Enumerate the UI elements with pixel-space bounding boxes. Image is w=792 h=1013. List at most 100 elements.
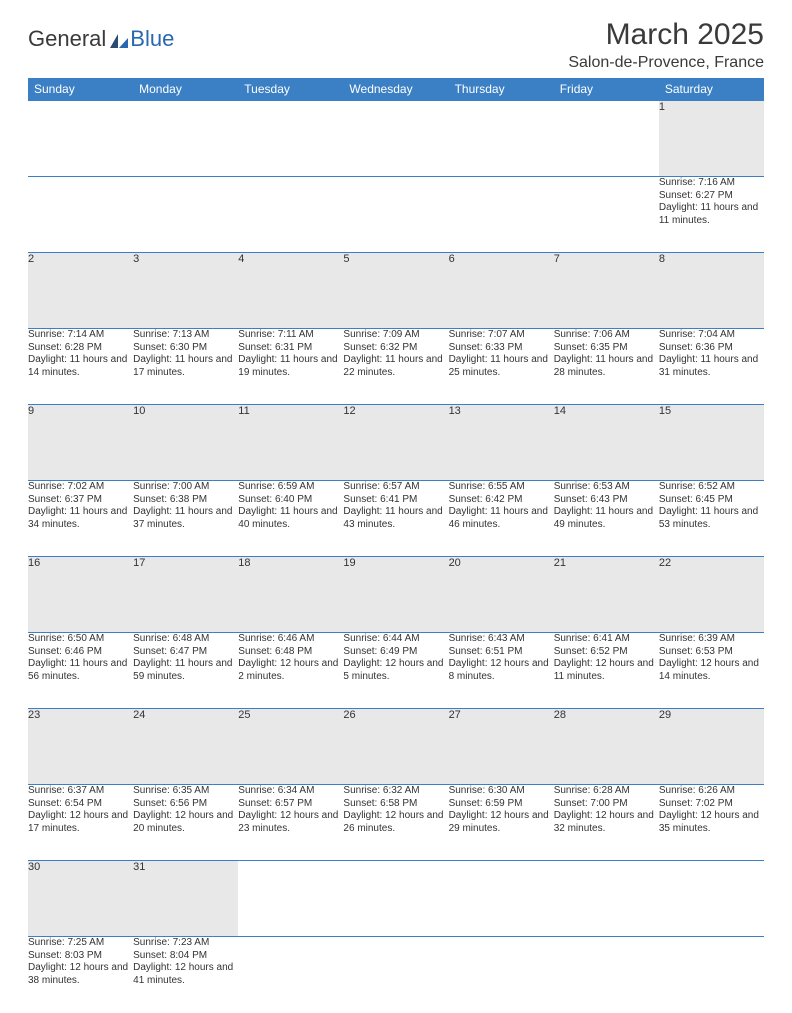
day-number-cell: 21 xyxy=(554,557,659,633)
sunrise-text: Sunrise: 7:16 AM xyxy=(659,177,764,190)
day-header: Tuesday xyxy=(238,78,343,101)
day-content-cell: Sunrise: 6:35 AMSunset: 6:56 PMDaylight:… xyxy=(133,785,238,861)
day-number-cell: 1 xyxy=(659,101,764,177)
page-title: March 2025 xyxy=(568,18,764,52)
daylight-text: Daylight: 11 hours and 31 minutes. xyxy=(659,354,764,379)
sunset-text: Sunset: 6:54 PM xyxy=(28,798,133,811)
daynum-row: 9101112131415 xyxy=(28,405,764,481)
sunrise-text: Sunrise: 7:00 AM xyxy=(133,481,238,494)
day-number-cell: 30 xyxy=(28,861,133,937)
sunset-text: Sunset: 6:51 PM xyxy=(449,646,554,659)
day-number-cell xyxy=(238,101,343,177)
sunset-text: Sunset: 6:35 PM xyxy=(554,342,659,355)
day-number-cell xyxy=(133,101,238,177)
day-number-cell: 22 xyxy=(659,557,764,633)
content-row: Sunrise: 7:25 AMSunset: 8:03 PMDaylight:… xyxy=(28,937,764,1013)
calendar-table: Sunday Monday Tuesday Wednesday Thursday… xyxy=(28,78,764,1013)
day-content-cell: Sunrise: 7:04 AMSunset: 6:36 PMDaylight:… xyxy=(659,329,764,405)
day-content-cell xyxy=(449,937,554,1013)
page-header: General Blue March 2025 Salon-de-Provenc… xyxy=(28,18,764,72)
sunset-text: Sunset: 8:03 PM xyxy=(28,950,133,963)
day-number-cell: 18 xyxy=(238,557,343,633)
sunrise-text: Sunrise: 7:11 AM xyxy=(238,329,343,342)
logo: General Blue xyxy=(28,26,174,52)
day-content-cell: Sunrise: 6:52 AMSunset: 6:45 PMDaylight:… xyxy=(659,481,764,557)
day-number-cell: 25 xyxy=(238,709,343,785)
daylight-text: Daylight: 12 hours and 29 minutes. xyxy=(449,810,554,835)
sunrise-text: Sunrise: 7:14 AM xyxy=(28,329,133,342)
day-content-cell: Sunrise: 6:30 AMSunset: 6:59 PMDaylight:… xyxy=(449,785,554,861)
daynum-row: 2345678 xyxy=(28,253,764,329)
daylight-text: Daylight: 12 hours and 11 minutes. xyxy=(554,658,659,683)
day-number-cell xyxy=(554,101,659,177)
day-content-cell: Sunrise: 6:43 AMSunset: 6:51 PMDaylight:… xyxy=(449,633,554,709)
daylight-text: Daylight: 12 hours and 41 minutes. xyxy=(133,962,238,987)
day-header-row: Sunday Monday Tuesday Wednesday Thursday… xyxy=(28,78,764,101)
day-content-cell: Sunrise: 6:59 AMSunset: 6:40 PMDaylight:… xyxy=(238,481,343,557)
sunset-text: Sunset: 6:30 PM xyxy=(133,342,238,355)
sunset-text: Sunset: 8:04 PM xyxy=(133,950,238,963)
sunrise-text: Sunrise: 6:57 AM xyxy=(343,481,448,494)
day-number-cell: 28 xyxy=(554,709,659,785)
day-content-cell: Sunrise: 7:02 AMSunset: 6:37 PMDaylight:… xyxy=(28,481,133,557)
daylight-text: Daylight: 11 hours and 25 minutes. xyxy=(449,354,554,379)
day-number-cell xyxy=(28,101,133,177)
day-content-cell xyxy=(238,937,343,1013)
sunset-text: Sunset: 6:58 PM xyxy=(343,798,448,811)
sunset-text: Sunset: 6:38 PM xyxy=(133,494,238,507)
day-content-cell: Sunrise: 7:00 AMSunset: 6:38 PMDaylight:… xyxy=(133,481,238,557)
sunrise-text: Sunrise: 6:53 AM xyxy=(554,481,659,494)
day-number-cell xyxy=(449,101,554,177)
sunset-text: Sunset: 6:43 PM xyxy=(554,494,659,507)
daylight-text: Daylight: 11 hours and 14 minutes. xyxy=(28,354,133,379)
daylight-text: Daylight: 12 hours and 17 minutes. xyxy=(28,810,133,835)
day-content-cell: Sunrise: 6:41 AMSunset: 6:52 PMDaylight:… xyxy=(554,633,659,709)
day-content-cell: Sunrise: 6:55 AMSunset: 6:42 PMDaylight:… xyxy=(449,481,554,557)
day-content-cell xyxy=(449,177,554,253)
day-number-cell: 26 xyxy=(343,709,448,785)
day-number-cell xyxy=(554,861,659,937)
day-number-cell: 23 xyxy=(28,709,133,785)
daylight-text: Daylight: 12 hours and 38 minutes. xyxy=(28,962,133,987)
sunset-text: Sunset: 6:32 PM xyxy=(343,342,448,355)
day-content-cell xyxy=(554,937,659,1013)
day-content-cell: Sunrise: 6:46 AMSunset: 6:48 PMDaylight:… xyxy=(238,633,343,709)
day-content-cell: Sunrise: 7:16 AMSunset: 6:27 PMDaylight:… xyxy=(659,177,764,253)
sunset-text: Sunset: 6:49 PM xyxy=(343,646,448,659)
day-content-cell xyxy=(343,937,448,1013)
day-content-cell: Sunrise: 6:26 AMSunset: 7:02 PMDaylight:… xyxy=(659,785,764,861)
daylight-text: Daylight: 12 hours and 26 minutes. xyxy=(343,810,448,835)
sunset-text: Sunset: 6:52 PM xyxy=(554,646,659,659)
day-header: Sunday xyxy=(28,78,133,101)
sunrise-text: Sunrise: 6:41 AM xyxy=(554,633,659,646)
day-number-cell: 13 xyxy=(449,405,554,481)
day-content-cell: Sunrise: 6:44 AMSunset: 6:49 PMDaylight:… xyxy=(343,633,448,709)
sunrise-text: Sunrise: 6:44 AM xyxy=(343,633,448,646)
day-content-cell: Sunrise: 6:28 AMSunset: 7:00 PMDaylight:… xyxy=(554,785,659,861)
daylight-text: Daylight: 12 hours and 35 minutes. xyxy=(659,810,764,835)
logo-text-2: Blue xyxy=(130,26,174,52)
daylight-text: Daylight: 11 hours and 53 minutes. xyxy=(659,506,764,531)
day-content-cell: Sunrise: 7:23 AMSunset: 8:04 PMDaylight:… xyxy=(133,937,238,1013)
daylight-text: Daylight: 12 hours and 8 minutes. xyxy=(449,658,554,683)
daylight-text: Daylight: 11 hours and 43 minutes. xyxy=(343,506,448,531)
logo-text-1: General xyxy=(28,26,106,52)
sunrise-text: Sunrise: 6:43 AM xyxy=(449,633,554,646)
day-header: Wednesday xyxy=(343,78,448,101)
day-number-cell: 8 xyxy=(659,253,764,329)
sunrise-text: Sunrise: 6:37 AM xyxy=(28,785,133,798)
sunset-text: Sunset: 6:59 PM xyxy=(449,798,554,811)
day-number-cell: 9 xyxy=(28,405,133,481)
day-number-cell: 31 xyxy=(133,861,238,937)
daylight-text: Daylight: 11 hours and 56 minutes. xyxy=(28,658,133,683)
sunrise-text: Sunrise: 6:30 AM xyxy=(449,785,554,798)
content-row: Sunrise: 7:02 AMSunset: 6:37 PMDaylight:… xyxy=(28,481,764,557)
sunset-text: Sunset: 6:36 PM xyxy=(659,342,764,355)
sunset-text: Sunset: 6:48 PM xyxy=(238,646,343,659)
day-content-cell: Sunrise: 6:50 AMSunset: 6:46 PMDaylight:… xyxy=(28,633,133,709)
day-header: Friday xyxy=(554,78,659,101)
daylight-text: Daylight: 12 hours and 5 minutes. xyxy=(343,658,448,683)
day-number-cell: 3 xyxy=(133,253,238,329)
day-content-cell: Sunrise: 7:09 AMSunset: 6:32 PMDaylight:… xyxy=(343,329,448,405)
day-number-cell xyxy=(659,861,764,937)
